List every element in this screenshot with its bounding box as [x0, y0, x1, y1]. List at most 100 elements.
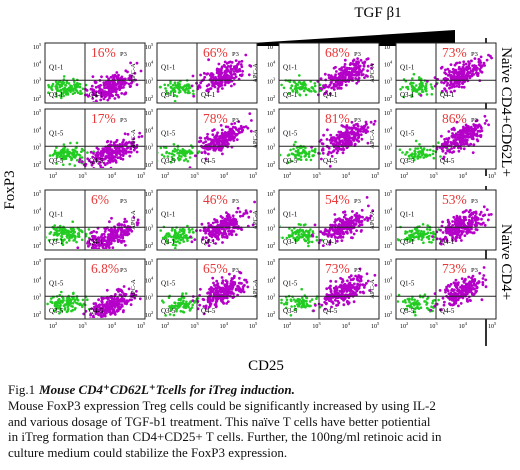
event-dot-positive — [199, 139, 203, 143]
event-dot-positive — [464, 142, 468, 146]
event-dot-positive — [475, 119, 479, 122]
event-dot-negative — [46, 152, 47, 154]
event-dot-positive — [462, 69, 466, 73]
event-dot-positive — [237, 288, 241, 292]
event-dot-positive — [339, 86, 343, 90]
event-dot-negative — [411, 77, 414, 80]
gate-label-q4: Q4-5 — [201, 307, 216, 315]
event-dot-positive — [211, 221, 215, 225]
gate-label-q4: Q4-1 — [440, 238, 455, 246]
event-dot-negative — [177, 158, 181, 162]
event-dot-negative — [293, 153, 297, 157]
event-dot-negative — [186, 304, 189, 308]
event-dot-negative — [61, 88, 65, 91]
event-dot-positive — [329, 151, 333, 155]
event-dot-positive — [360, 229, 363, 232]
event-dot-negative — [307, 155, 311, 158]
event-dot-negative — [177, 302, 181, 305]
event-dot-positive — [467, 224, 470, 227]
event-dot-positive — [193, 238, 197, 242]
event-dot-positive — [214, 291, 218, 294]
event-dot-positive — [95, 153, 99, 157]
event-dot-positive — [357, 70, 360, 74]
event-dot-negative — [190, 306, 194, 309]
event-dot-negative — [55, 156, 59, 159]
event-dot-positive — [129, 77, 133, 81]
event-dot-positive — [93, 243, 97, 247]
event-dot-positive — [361, 290, 365, 294]
population-gate-label: P3 — [232, 51, 239, 58]
event-dot-positive — [473, 218, 477, 222]
event-dot-positive — [215, 68, 219, 72]
event-dot-positive — [351, 59, 355, 63]
y-tick-label: 105 — [33, 108, 42, 117]
event-dot-positive — [342, 290, 346, 293]
event-dot-positive — [127, 140, 131, 144]
event-dots — [280, 119, 377, 168]
event-dot-positive — [125, 300, 128, 304]
event-dot-positive — [109, 235, 113, 239]
event-dot-positive — [343, 210, 347, 214]
event-dot-negative — [285, 301, 289, 305]
percentage-label: 66% — [203, 45, 228, 60]
event-dot-positive — [446, 67, 450, 71]
event-dot-positive — [460, 67, 463, 71]
event-dot-negative — [302, 233, 306, 236]
y-tick-label: 103 — [384, 143, 393, 152]
event-dot-positive — [325, 297, 329, 300]
event-dot-positive — [372, 122, 376, 126]
gate-label-q3: Q3-1 — [400, 238, 415, 246]
event-dot-negative — [289, 298, 293, 302]
event-dot-positive — [89, 312, 93, 316]
event-dot-negative — [282, 303, 286, 306]
event-dot-positive — [207, 152, 210, 156]
event-dot-negative — [63, 155, 67, 159]
y-tick-label: 105 — [33, 189, 42, 198]
event-dot-positive — [122, 239, 126, 243]
event-dot-positive — [451, 135, 454, 138]
event-dot-negative — [164, 314, 167, 317]
event-dot-negative — [158, 85, 162, 89]
event-dot-positive — [119, 305, 123, 309]
event-dot-negative — [298, 302, 301, 306]
event-dot-positive — [452, 215, 456, 219]
event-dot-negative — [77, 82, 80, 86]
percentage-label: 86% — [442, 111, 467, 126]
event-dot-positive — [343, 68, 347, 71]
event-dot-negative — [416, 235, 420, 239]
event-dot-negative — [169, 308, 173, 312]
event-dot-positive — [220, 276, 224, 279]
event-dot-positive — [329, 290, 333, 293]
y-tick-label: 102 — [145, 94, 153, 103]
event-dot-positive — [462, 230, 465, 233]
y-tick-label: 102 — [33, 310, 41, 319]
percentage-label: 54% — [325, 192, 350, 207]
event-dot-negative — [432, 238, 435, 242]
event-dot-positive — [459, 147, 463, 150]
event-dot-positive — [238, 73, 242, 77]
event-dot-positive — [130, 80, 134, 84]
event-dot-positive — [355, 293, 358, 297]
event-dot-positive — [112, 156, 115, 160]
event-dot-positive — [332, 149, 336, 152]
event-dot-negative — [49, 231, 53, 234]
event-dot-positive — [243, 283, 246, 287]
event-dot-positive — [457, 130, 460, 134]
event-dot-negative — [300, 306, 303, 309]
event-dot-positive — [207, 83, 211, 86]
event-dot-positive — [103, 313, 106, 317]
event-dot-positive — [440, 80, 443, 84]
event-dot-negative — [75, 141, 79, 145]
event-dot-positive — [239, 227, 243, 230]
event-dot-positive — [228, 130, 232, 133]
event-dot-negative — [73, 83, 76, 86]
event-dot-negative — [280, 225, 281, 228]
event-dot-positive — [112, 76, 116, 80]
event-dot-negative — [401, 85, 404, 89]
event-dot-negative — [61, 243, 65, 246]
event-dot-positive — [206, 132, 210, 136]
event-dot-positive — [319, 230, 323, 234]
event-dot-positive — [236, 227, 240, 230]
event-dot-negative — [169, 86, 173, 89]
event-dot-positive — [215, 139, 219, 143]
